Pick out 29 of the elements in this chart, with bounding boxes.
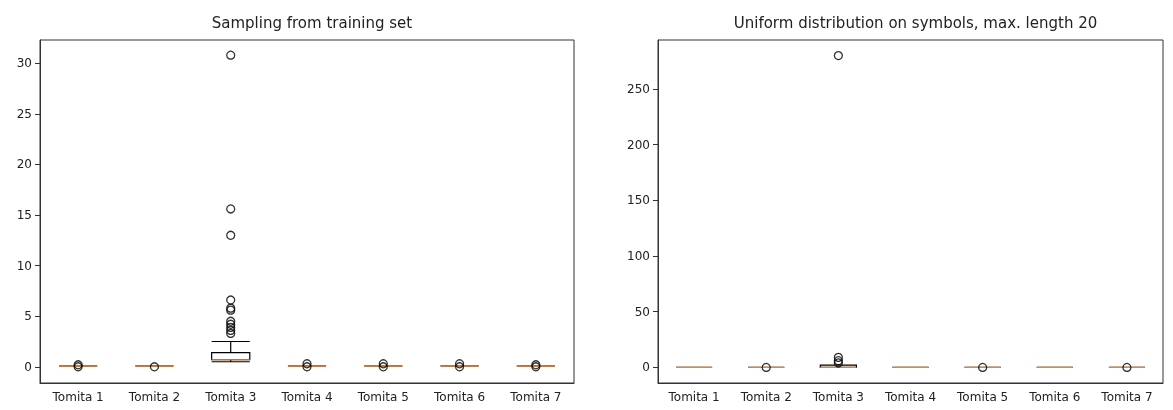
x-tick-label: Tomita 6 <box>432 390 486 404</box>
y-tick-label: 0 <box>24 359 32 374</box>
y-tick-label: 50 <box>634 304 650 319</box>
y-tick-label: 250 <box>627 82 650 96</box>
y-tick-label: 5 <box>24 309 32 324</box>
y-tick-label: 150 <box>627 193 650 208</box>
y-tick-label: 15 <box>16 208 32 223</box>
y-tick-label: 25 <box>16 106 32 121</box>
x-tick-label: Tomita 2 <box>739 390 792 404</box>
chart-title: Sampling from training set <box>211 13 413 32</box>
x-tick-label: Tomita 1 <box>51 390 104 404</box>
y-tick-label: 10 <box>16 258 32 273</box>
y-tick-label: 30 <box>16 56 32 71</box>
x-tick-label: Tomita 3 <box>204 390 257 404</box>
x-tick-label: Tomita 4 <box>280 390 333 404</box>
x-tick-label: Tomita 7 <box>509 390 562 404</box>
chart-title: Uniform distribution on symbols, max. length 20 <box>733 13 1098 32</box>
x-tick-label: Tomita 2 <box>127 390 181 404</box>
x-tick-label: Tomita 1 <box>667 390 720 404</box>
x-tick-label: Tomita 5 <box>956 390 1009 404</box>
x-tick-label: Tomita 7 <box>1100 390 1153 404</box>
y-tick-label: 200 <box>627 137 650 152</box>
x-tick-label: Tomita 4 <box>883 390 937 404</box>
x-tick-label: Tomita 6 <box>1028 390 1081 404</box>
x-tick-label: Tomita 5 <box>356 390 409 404</box>
x-tick-label: Tomita 3 <box>811 390 864 404</box>
y-tick-label: 20 <box>16 157 32 172</box>
y-tick-label: 0 <box>642 360 650 375</box>
y-tick-label: 100 <box>627 249 650 264</box>
